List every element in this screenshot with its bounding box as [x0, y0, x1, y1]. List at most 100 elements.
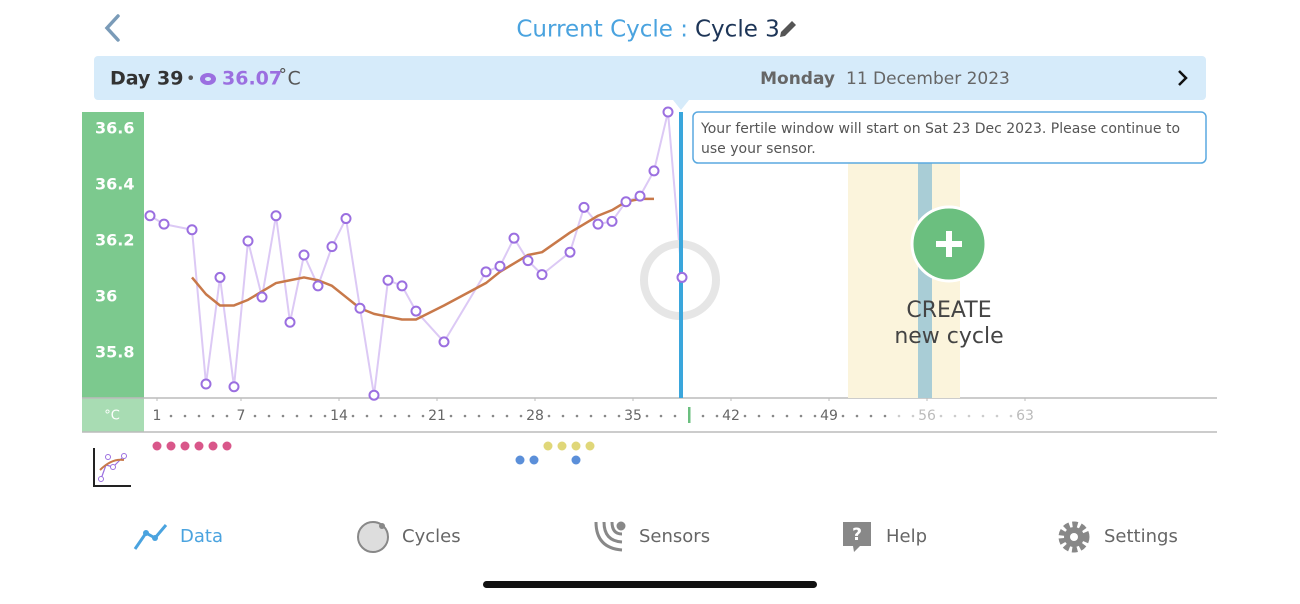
temperature-point	[522, 255, 534, 267]
edit-icon[interactable]	[780, 21, 796, 37]
day-dot	[169, 414, 173, 418]
nav-label[interactable]: Settings	[1104, 526, 1178, 547]
y-tick-label: 36.6	[95, 118, 134, 137]
chart-toggle[interactable]	[93, 448, 131, 487]
temperature-point	[564, 246, 576, 258]
nav-label[interactable]: Data	[180, 526, 223, 547]
y-tick-label: 36	[95, 287, 117, 306]
temperature-point	[480, 266, 492, 278]
home-indicator	[483, 581, 817, 588]
temperature-point	[508, 232, 520, 244]
day-dot	[897, 414, 901, 418]
temperature-point	[536, 269, 548, 281]
day-dot	[869, 414, 873, 418]
day-dot	[855, 414, 859, 418]
day-dot	[407, 414, 411, 418]
nav-label[interactable]: Help	[886, 526, 927, 547]
temperature-point	[340, 213, 352, 225]
temperature-point	[606, 215, 618, 227]
points	[144, 106, 688, 401]
date: 11 December 2023	[846, 69, 1010, 89]
x-tick-label: 28	[526, 408, 544, 424]
title-prefix: Current Cycle :	[516, 17, 688, 43]
nav-cycles[interactable]: Cycles	[357, 521, 461, 553]
event-dot	[543, 441, 553, 451]
event-dot	[571, 441, 581, 451]
cycle-name[interactable]: Cycle 3	[695, 17, 780, 43]
day-dot	[183, 414, 187, 418]
day-dot	[351, 414, 355, 418]
create-label[interactable]: CREATE	[906, 298, 991, 323]
event-dot	[515, 455, 525, 465]
day-dot	[547, 414, 551, 418]
nav-label[interactable]: Cycles	[402, 526, 461, 547]
day-dot	[505, 414, 509, 418]
temperature-point	[676, 271, 688, 283]
next-button[interactable]	[1178, 70, 1188, 86]
temperature-unit: ˚C	[278, 68, 301, 90]
info-bar	[94, 56, 1206, 100]
day-dot	[659, 414, 663, 418]
y-tick-label: 35.8	[95, 343, 134, 362]
day-dot	[379, 414, 383, 418]
day-dot	[561, 414, 565, 418]
temperature-point	[158, 218, 170, 230]
day-dot	[253, 414, 257, 418]
plus-icon	[936, 231, 962, 257]
day-dot	[603, 414, 607, 418]
x-tick-label: 56	[918, 408, 936, 424]
day-dot	[197, 414, 201, 418]
nav-data[interactable]: Data	[133, 524, 223, 550]
day-dot	[393, 414, 397, 418]
tooltip	[692, 111, 1207, 164]
x-tick-label: 63	[1016, 408, 1034, 424]
nav-label[interactable]: Sensors	[639, 526, 710, 547]
temperature-point	[438, 336, 450, 348]
nav-sensors[interactable]: Sensors	[594, 521, 710, 552]
event-markers	[152, 441, 595, 465]
x-tick-label: 35	[624, 408, 642, 424]
day-dot	[449, 414, 453, 418]
separator: •	[186, 69, 195, 88]
x-tick-label: 7	[237, 408, 246, 424]
day-dot	[981, 414, 985, 418]
nav-settings[interactable]: Settings	[1058, 521, 1178, 553]
temperature-point	[326, 241, 338, 253]
event-dot	[194, 441, 204, 451]
create-label[interactable]: new cycle	[894, 324, 1003, 349]
temperature-point	[186, 224, 198, 236]
temperature-point	[354, 302, 366, 314]
temperature-point	[396, 280, 408, 292]
day-dot	[421, 414, 425, 418]
day-dot	[477, 414, 481, 418]
pointer	[673, 100, 689, 110]
x-tick-label: 21	[428, 408, 446, 424]
temperature-point	[298, 249, 310, 261]
event-dot	[557, 441, 567, 451]
tooltip-text: use your sensor.	[701, 141, 816, 157]
back-button[interactable]	[104, 14, 120, 42]
day-dot	[715, 414, 719, 418]
day-dot	[225, 414, 229, 418]
day-dot	[799, 414, 803, 418]
temperature-point	[228, 381, 240, 393]
temperature-point	[200, 378, 212, 390]
day-label: Day 39	[110, 68, 183, 90]
x-tick-label: 42	[722, 408, 740, 424]
day-dot	[491, 414, 495, 418]
temperature-point	[620, 196, 632, 208]
temperature-point	[494, 260, 506, 272]
event-dot	[180, 441, 190, 451]
svg-text:?: ?	[852, 525, 862, 545]
temperature-point	[214, 271, 226, 283]
temperature: 36.07	[222, 68, 282, 90]
event-dot	[152, 441, 162, 451]
y-tick-label: 36.2	[95, 230, 134, 249]
day-dot	[995, 414, 999, 418]
day-dot	[323, 414, 327, 418]
nav-help[interactable]: ? Help	[843, 522, 927, 552]
event-dot	[166, 441, 176, 451]
day-dot	[939, 414, 943, 418]
temperature-point	[410, 305, 422, 317]
